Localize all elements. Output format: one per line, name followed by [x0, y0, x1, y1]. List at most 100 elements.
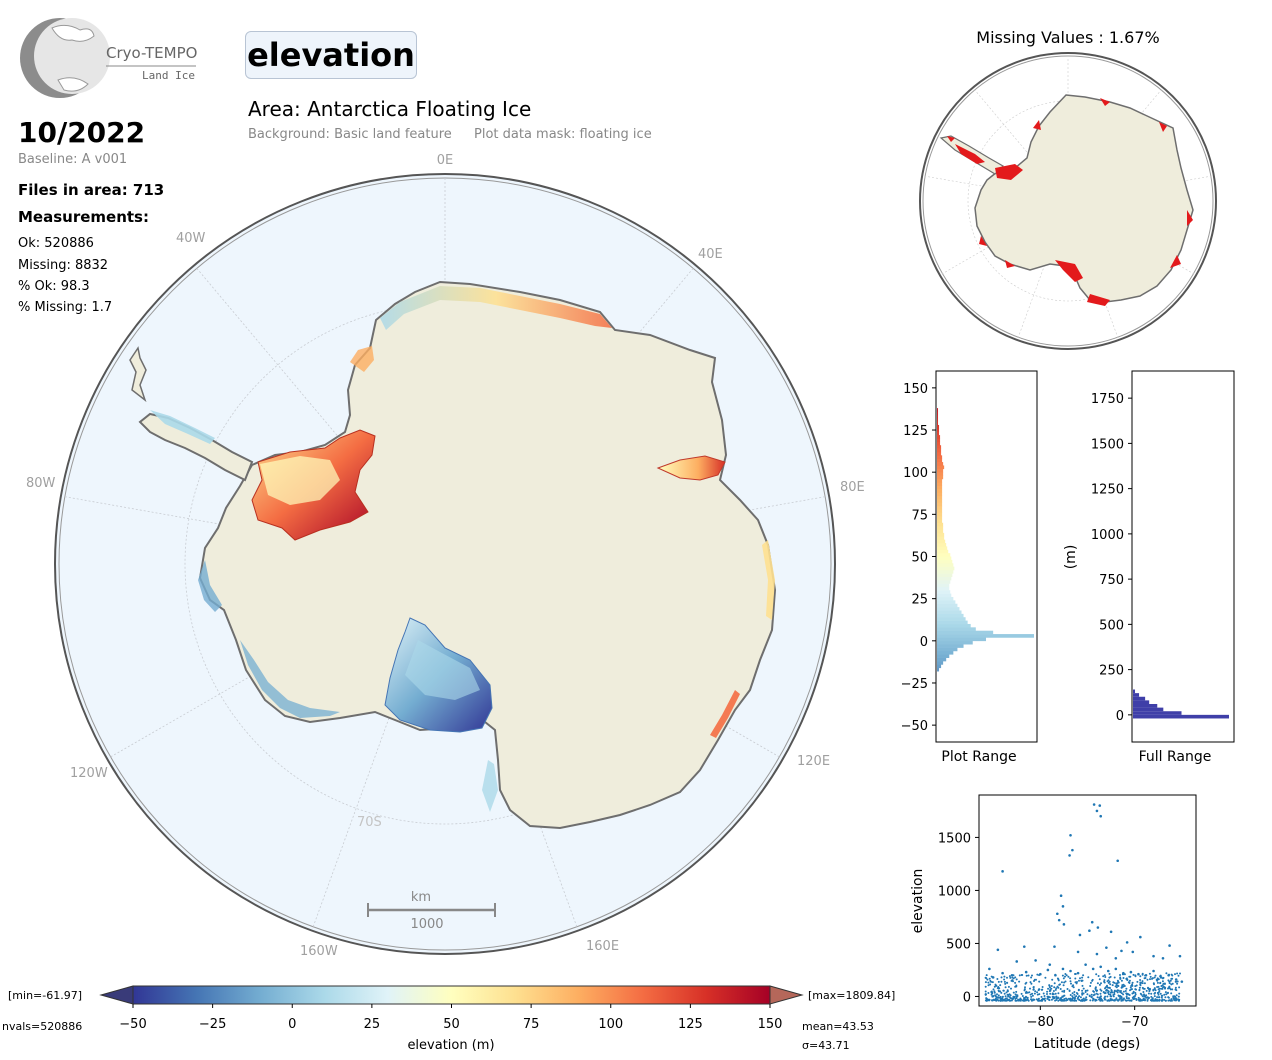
scatter-point	[1092, 803, 1096, 806]
lon-label-0e: 0E	[437, 153, 454, 168]
scatter-point	[1057, 918, 1061, 922]
scatter-point	[1137, 972, 1140, 976]
full-range-tick-label: 1000	[1091, 528, 1124, 543]
scatter-point	[1010, 973, 1014, 977]
plot-range-bar	[937, 482, 943, 486]
plot-range-bar	[937, 472, 944, 476]
colorbar-sigma: σ=43.71	[802, 1039, 850, 1052]
scatter-point	[1106, 969, 1110, 973]
missing-values-title: Missing Values : 1.67%	[976, 28, 1160, 47]
lon-label-80w: 80W	[26, 476, 56, 491]
plot-range-bar	[937, 563, 954, 567]
pct-ok: % Ok: 98.3	[18, 279, 90, 294]
scatter-point	[1054, 973, 1057, 977]
scatter-y-tick-label: 500	[946, 937, 971, 952]
plot-range-bar	[937, 485, 943, 490]
full-range-tick-label: 250	[1099, 664, 1124, 679]
scatter-point	[1001, 971, 1004, 975]
full-range-bar	[1133, 700, 1150, 704]
plot-range-bar	[937, 543, 947, 547]
plot-range-bar	[937, 509, 943, 513]
scatter-point	[1105, 946, 1108, 949]
scatter-point	[1139, 935, 1142, 939]
scatter-point	[1034, 959, 1037, 962]
colorbar-underflow	[99, 985, 134, 1005]
scatter-point	[1088, 929, 1091, 933]
colorbar-tick-label: −25	[199, 1017, 226, 1032]
plot-range-bar	[937, 499, 943, 503]
plot-range-bar	[937, 627, 976, 631]
colorbar-tick-label: 50	[443, 1017, 460, 1032]
missing-count: Missing: 8832	[18, 258, 109, 273]
plot-range-bar	[937, 519, 943, 524]
scatter-x-tick-label: −80	[1027, 1015, 1054, 1030]
scatter-point	[1053, 945, 1056, 948]
plot-range-bar	[937, 644, 964, 648]
colorbar-label: elevation (m)	[407, 1038, 494, 1053]
lon-label-40e: 40E	[698, 247, 723, 262]
full-range-bar	[1133, 703, 1158, 708]
scatter-point	[996, 948, 1000, 952]
scatter-y-tick-label: 1500	[938, 831, 971, 846]
scatter-point	[1114, 956, 1118, 960]
plot-range-bar	[937, 421, 939, 426]
main-map: 0E 40E 80E 120E 160E 40W 80W 120W 160W 7…	[26, 153, 865, 959]
plot-range-bar	[937, 657, 947, 662]
lon-label-40w: 40W	[176, 231, 206, 246]
scatter-ylabel: elevation	[910, 869, 926, 934]
full-range-bar	[1133, 714, 1229, 719]
plot-range-bars	[937, 408, 1034, 672]
full-range-tick-label: 0	[1116, 709, 1124, 724]
scatter-point	[1091, 967, 1095, 971]
scatter-point	[1069, 833, 1072, 837]
scatter-y-tick-label: 0	[963, 990, 971, 1005]
scale-unit: km	[411, 890, 431, 905]
plot-range-bar	[937, 610, 962, 615]
scatter-point	[1078, 933, 1082, 937]
plot-range-bar	[937, 516, 943, 520]
scatter-point	[1024, 970, 1028, 974]
colorbar-nvals: nvals=520886	[2, 1020, 82, 1033]
scale-value: 1000	[410, 917, 443, 932]
measurements-heading: Measurements:	[18, 208, 149, 226]
plot-range-bar	[937, 408, 939, 412]
scatter-point	[1090, 920, 1094, 924]
plot-range-bar	[937, 458, 943, 463]
plot-range-tick-label: −50	[901, 719, 928, 734]
plot-range-tick-label: 25	[911, 593, 928, 608]
scatter-dense-cloud	[984, 972, 1181, 1002]
plot-range-tick-label: 75	[911, 508, 928, 523]
baseline-label: Baseline: A v001	[18, 152, 128, 167]
scatter-xlabel: Latitude (degs)	[1034, 1036, 1141, 1052]
plot-range-bar	[937, 664, 942, 669]
plot-range-bar	[937, 445, 942, 449]
scatter-point	[1159, 976, 1163, 979]
scatter-point	[1022, 945, 1026, 948]
plot-range-bar	[937, 489, 943, 493]
antarctic-peninsula	[138, 412, 254, 482]
colorbar-tick-label: 100	[598, 1017, 623, 1032]
plot-range-bar	[937, 667, 940, 672]
plot-range-tick-label: 50	[911, 551, 928, 566]
plot-range-bar	[937, 438, 941, 443]
lon-label-160e: 160E	[586, 939, 619, 954]
variable-title: elevation	[245, 31, 417, 79]
plot-range-bar	[937, 475, 944, 480]
scatter-point	[1068, 854, 1071, 857]
plot-range-bar	[937, 428, 940, 433]
plot-range-bar	[937, 532, 945, 537]
logo-title: Cryo-TEMPO	[106, 44, 197, 62]
plot-range-axes	[935, 370, 1038, 743]
scatter-point	[1144, 973, 1148, 977]
scatter-x-tick-label: −70	[1121, 1015, 1148, 1030]
plot-range-bar	[937, 566, 955, 571]
colorbar-tick-label: 150	[758, 1017, 783, 1032]
scatter-point	[1069, 969, 1072, 973]
scatter-point	[1180, 980, 1184, 983]
plot-range-bar	[937, 435, 941, 439]
plot-range-bar	[937, 603, 958, 608]
lon-label-80e: 80E	[840, 480, 865, 495]
scatter-point	[1056, 912, 1059, 916]
scatter-point	[1071, 848, 1074, 852]
colorbar-tick-label: 25	[364, 1017, 381, 1032]
